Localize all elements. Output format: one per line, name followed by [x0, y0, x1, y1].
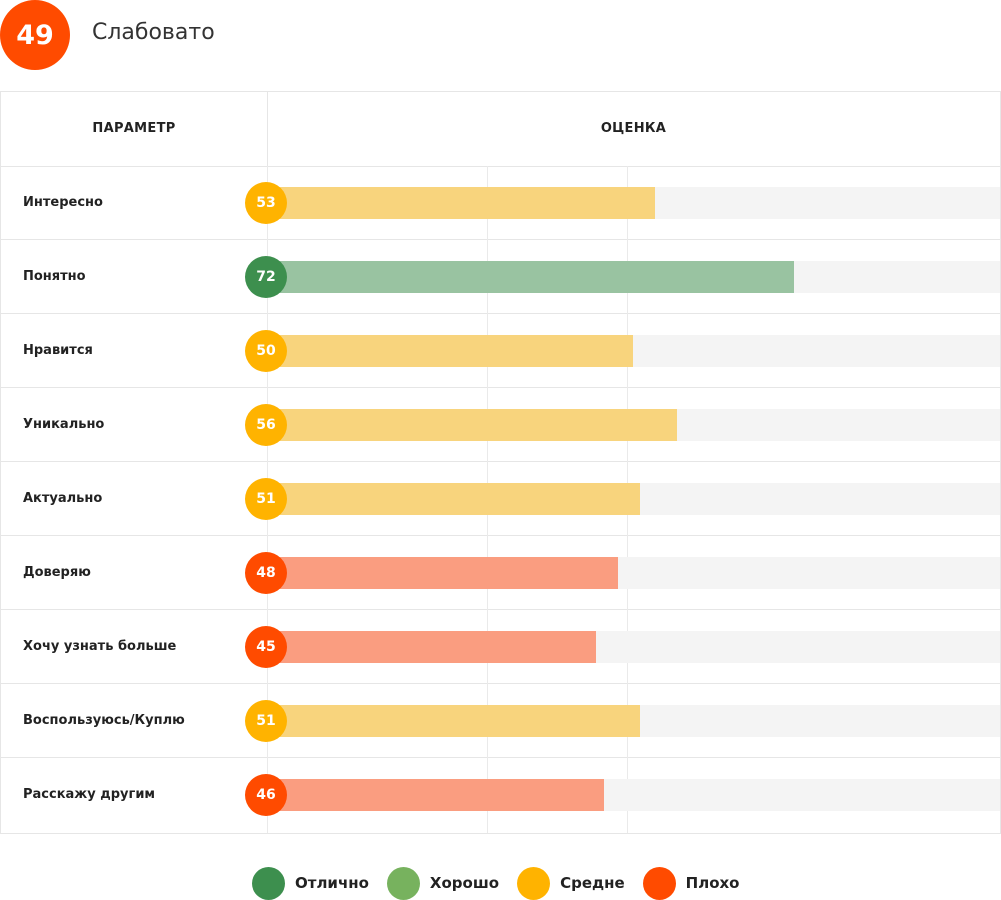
- row-divider: [1, 387, 1000, 388]
- legend-dot-icon: [252, 866, 285, 900]
- score-bar-fill: [266, 705, 641, 737]
- row-divider: [1, 683, 1000, 684]
- legend: Отлично Хорошо Средне Плохо: [252, 866, 757, 900]
- score-bar-fill: [266, 483, 641, 515]
- row-divider: [1, 313, 1000, 314]
- row-divider: [1, 239, 1000, 240]
- score-bar-track: [266, 483, 1000, 515]
- row-label: Интересно: [23, 195, 103, 210]
- table-row: Нравится 50: [1, 314, 1000, 388]
- header-parameter: ПАРАМЕТР: [92, 121, 176, 136]
- score-bar-track: [266, 631, 1000, 663]
- row-divider: [1, 535, 1000, 536]
- legend-dot-icon: [642, 866, 676, 900]
- table-row: Актуально 51: [1, 462, 1000, 536]
- row-label: Нравится: [23, 343, 93, 358]
- score-bar-fill: [266, 557, 619, 589]
- score-bar-fill: [266, 631, 597, 663]
- score-badge: 46: [245, 774, 287, 816]
- table-row: Доверяю 48: [1, 536, 1000, 610]
- row-label: Хочу узнать больше: [23, 639, 177, 654]
- score-badge: 51: [245, 478, 287, 520]
- score-bar-track: [266, 705, 1000, 737]
- score-bar-track: [266, 261, 1000, 293]
- score-bar-track: [266, 409, 1000, 441]
- table-row: Интересно 53: [1, 166, 1000, 240]
- legend-item-poor: Плохо: [642, 866, 740, 900]
- score-header: 49 Слабовато: [0, 0, 1001, 70]
- legend-dot-icon: [386, 866, 420, 900]
- score-badge: 53: [245, 182, 287, 224]
- row-label: Доверяю: [23, 565, 91, 580]
- score-badge: 56: [245, 404, 287, 446]
- table-row: Хочу узнать больше 45: [1, 610, 1000, 684]
- legend-dot-icon: [517, 866, 551, 900]
- legend-label: Хорошо: [429, 874, 500, 892]
- legend-label: Средне: [560, 874, 625, 892]
- score-bar-track: [266, 557, 1000, 589]
- row-label: Понятно: [23, 269, 86, 284]
- table-header: ПАРАМЕТР ОЦЕНКА: [1, 92, 1000, 167]
- legend-item-excellent: Отлично: [252, 866, 369, 900]
- score-bar-fill: [266, 409, 678, 441]
- score-bar-fill: [266, 261, 795, 293]
- score-badge: 48: [245, 552, 287, 594]
- legend-item-average: Средне: [517, 866, 625, 900]
- score-bar-fill: [266, 779, 604, 811]
- row-divider: [1, 757, 1000, 758]
- row-label: Расскажу другим: [23, 787, 156, 802]
- overall-score-value: 49: [16, 19, 54, 51]
- header-score: ОЦЕНКА: [600, 121, 667, 136]
- score-bar-track: [266, 335, 1000, 367]
- score-badge: 50: [245, 330, 287, 372]
- score-bar-track: [266, 779, 1000, 811]
- score-badge: 51: [245, 700, 287, 742]
- score-badge: 72: [245, 256, 287, 298]
- header-divider: [267, 92, 268, 166]
- table-row: Воспользуюсь/Куплю 51: [1, 684, 1000, 758]
- table-row: Уникально 56: [1, 388, 1000, 462]
- evaluation-table: ПАРАМЕТР ОЦЕНКА Интересно 53 Понятно 72 Нрав…: [0, 91, 1001, 834]
- legend-label: Отлично: [295, 874, 369, 892]
- overall-verdict: Слабовато: [92, 20, 215, 45]
- row-divider: [1, 461, 1000, 462]
- score-bar-fill: [266, 335, 633, 367]
- score-badge: 45: [245, 626, 287, 668]
- table-row: Понятно 72: [1, 240, 1000, 314]
- score-bar-track: [266, 187, 1000, 219]
- legend-label: Плохо: [685, 874, 740, 892]
- row-divider: [1, 609, 1000, 610]
- overall-score-badge: 49: [0, 0, 70, 70]
- row-label: Актуально: [23, 491, 103, 506]
- score-bar-fill: [266, 187, 656, 219]
- row-label: Уникально: [23, 417, 105, 432]
- row-label: Воспользуюсь/Куплю: [23, 713, 185, 728]
- legend-item-good: Хорошо: [386, 866, 500, 900]
- table-row: Расскажу другим 46: [1, 758, 1000, 832]
